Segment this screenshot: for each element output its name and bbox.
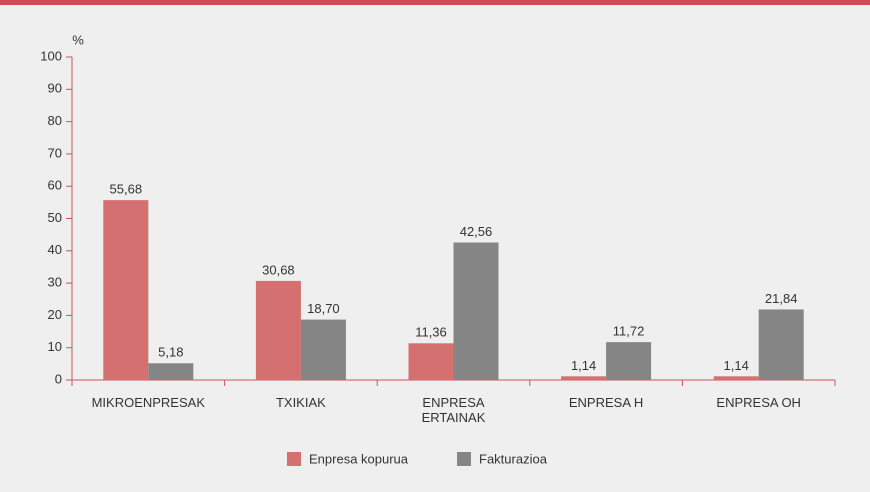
y-tick-label: 50 bbox=[48, 210, 62, 225]
x-tick-label: ENPRESA H bbox=[568, 395, 644, 410]
bar bbox=[758, 309, 804, 380]
value-label: 11,72 bbox=[613, 324, 645, 339]
bar bbox=[453, 242, 499, 380]
value-label: 1,14 bbox=[724, 358, 749, 373]
value-label: 1,14 bbox=[571, 358, 596, 373]
value-label: 42,56 bbox=[460, 224, 493, 239]
value-label: 55,68 bbox=[110, 182, 143, 197]
bar bbox=[713, 376, 759, 380]
value-label: 21,84 bbox=[765, 291, 798, 306]
bar bbox=[300, 319, 346, 380]
y-tick-label: 20 bbox=[48, 307, 62, 322]
bar bbox=[148, 363, 194, 380]
x-tick-label: TXIKIAK bbox=[275, 395, 326, 410]
x-tick-label: ENPRESA OH bbox=[716, 395, 801, 410]
y-tick-label: 90 bbox=[48, 81, 62, 96]
x-tick-label: ENPRESA ERTAINAK bbox=[421, 395, 486, 425]
bar bbox=[408, 343, 454, 380]
y-tick-label: 80 bbox=[48, 113, 62, 128]
x-tick-label: MIKROENPRESAK bbox=[91, 395, 205, 410]
legend-label: Enpresa kopurua bbox=[309, 451, 409, 466]
bar bbox=[561, 376, 607, 380]
y-axis-label: % bbox=[72, 32, 84, 47]
y-tick-label: 40 bbox=[48, 242, 62, 257]
bar bbox=[103, 200, 149, 380]
value-label: 30,68 bbox=[262, 262, 295, 277]
y-tick-label: 70 bbox=[48, 145, 62, 160]
bar bbox=[255, 280, 301, 380]
y-tick-label: 0 bbox=[55, 371, 62, 386]
bar bbox=[606, 342, 652, 380]
legend-swatch bbox=[287, 452, 301, 466]
y-tick-label: 30 bbox=[48, 275, 62, 290]
y-tick-label: 10 bbox=[48, 339, 62, 354]
value-label: 18,70 bbox=[307, 301, 340, 316]
legend-label: Fakturazioa bbox=[479, 451, 548, 466]
top-rule bbox=[0, 0, 870, 5]
legend-swatch bbox=[457, 452, 471, 466]
value-label: 11,36 bbox=[415, 325, 447, 340]
y-tick-label: 100 bbox=[40, 48, 62, 63]
y-tick-label: 60 bbox=[48, 178, 62, 193]
value-label: 5,18 bbox=[158, 345, 183, 360]
